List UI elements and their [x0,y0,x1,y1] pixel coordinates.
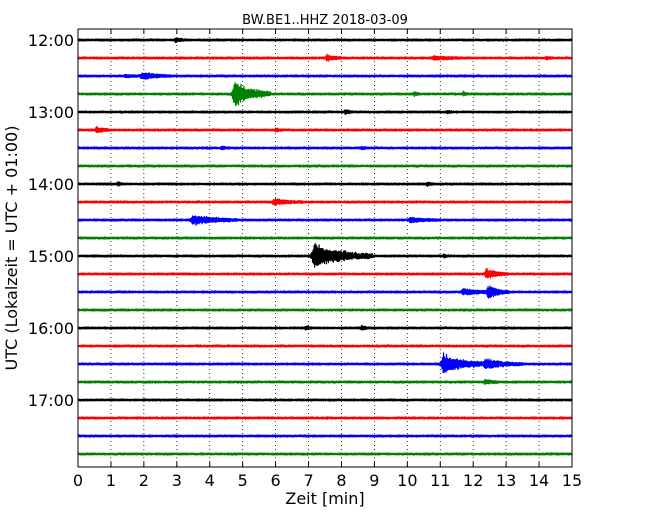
y-tick-label: 16:00 [28,319,74,338]
x-tick-label: 1 [106,471,116,490]
x-axis-label: Zeit [min] [285,489,364,508]
x-tick-label: 10 [397,471,417,490]
traces [77,37,573,456]
x-tick-label: 11 [430,471,450,490]
trace-line [77,416,573,420]
x-axis: 0 1 2 3 4 5 6 7 8 9 10 11 12 13 14 15 [73,29,582,490]
trace-line [77,145,573,151]
trace-line [77,285,573,299]
trace-line [77,352,573,374]
chart-title: BW.BE1..HHZ 2018-03-09 [242,13,408,28]
trace-line [77,37,573,44]
trace-line [77,72,573,80]
x-tick-label: 9 [369,471,379,490]
trace-line [77,308,573,312]
x-tick-label: 8 [336,471,346,490]
x-tick-label: 6 [271,471,281,490]
x-tick-label: 5 [238,471,248,490]
trace-line [77,181,573,188]
y-tick-label: 12:00 [28,31,74,50]
trace-line [77,164,573,168]
y-tick-label: 15:00 [28,247,74,266]
x-tick-label: 13 [496,471,516,490]
x-tick-label: 0 [73,471,83,490]
trace-line [77,434,573,438]
trace-line [77,125,573,134]
y-axis-label: UTC (Lokalzeit = UTC + 01:00) [2,126,21,371]
trace-line [77,197,573,206]
trace-line [77,267,573,279]
trace-line [77,53,573,62]
y-axis: 12:00 13:00 14:00 15:00 16:00 17:00 [28,31,572,410]
x-tick-label: 4 [205,471,215,490]
x-tick-label: 2 [139,471,149,490]
x-tick-label: 3 [172,471,182,490]
x-tick-label: 15 [562,471,582,490]
trace-line [77,242,573,268]
trace-line [77,236,573,240]
trace-line [77,452,573,456]
trace-line [77,82,573,107]
trace-line [77,215,573,226]
trace-line [77,398,573,402]
trace-line [77,378,573,385]
plot-frame [77,28,573,468]
x-tick-label: 14 [529,471,549,490]
y-tick-label: 13:00 [28,103,74,122]
x-tick-label: 7 [303,471,313,490]
trace-line [77,109,573,116]
y-tick-label: 17:00 [28,391,74,410]
y-tick-label: 14:00 [28,175,74,194]
trace-line [77,344,573,348]
x-tick-label: 12 [463,471,483,490]
trace-line [77,324,573,331]
